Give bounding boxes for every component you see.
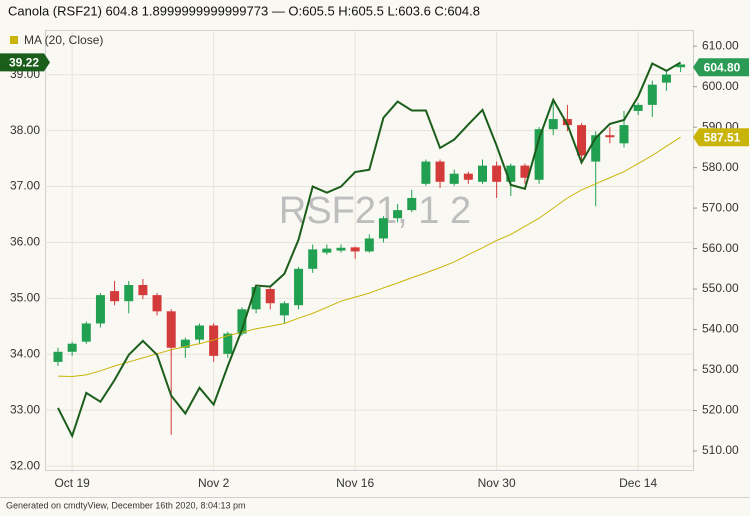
candle-body: [251, 287, 261, 310]
candle-body: [152, 295, 162, 312]
watermark: RSF21, 1 2: [279, 190, 471, 232]
candle-body: [166, 311, 176, 348]
candle-body: [478, 165, 487, 182]
candle-body: [591, 135, 601, 162]
x-tick-label: Nov 2: [198, 476, 230, 490]
candle-body: [619, 125, 629, 144]
candle-body: [294, 268, 304, 306]
candle-body: [53, 351, 63, 362]
candle-body: [279, 303, 289, 316]
footer: Generated on cmdtyView, December 16th 20…: [6, 500, 245, 510]
price-tag: [693, 128, 749, 147]
x-tick-label: Dec 14: [619, 476, 657, 490]
legend-swatch: [10, 36, 18, 44]
candle-body: [548, 119, 558, 130]
price-tag-label: 604.80: [704, 60, 741, 74]
candle-body: [364, 238, 374, 252]
line-series: [57, 136, 681, 377]
candle-body: [407, 197, 417, 211]
y2-tick-label: 570.00: [702, 200, 739, 214]
price-tag-label: 39.22: [9, 56, 39, 70]
y2-tick-label: 530.00: [702, 362, 739, 376]
candle-body: [605, 135, 615, 138]
price-tag-label: 587.51: [704, 130, 741, 144]
candle-body: [81, 323, 91, 342]
candle-body: [520, 165, 530, 178]
candle-body: [209, 325, 219, 356]
y2-tick-label: 520.00: [702, 403, 739, 417]
candle-body: [492, 165, 502, 182]
candle-body: [180, 339, 190, 348]
y-tick-label: 35.00: [10, 291, 40, 305]
candle-body: [633, 104, 643, 111]
candle-body: [577, 125, 587, 156]
candle-body: [124, 285, 134, 302]
candle-body: [676, 64, 686, 68]
candle-body: [435, 161, 445, 182]
y-tick-label: 37.00: [10, 179, 40, 193]
candle-body: [421, 161, 431, 184]
candle-body: [506, 165, 516, 182]
y-tick-label: 33.00: [10, 402, 40, 416]
y-tick-label: 32.00: [10, 458, 40, 472]
y2-tick-label: 580.00: [702, 160, 739, 174]
candle-body: [336, 247, 346, 251]
candle-body: [223, 333, 233, 354]
x-tick-label: Oct 19: [54, 476, 90, 490]
candle-body: [138, 285, 148, 296]
chart-title: Canola (RSF21) 604.8 1.8999999999999773 …: [8, 3, 480, 18]
x-tick-label: Nov 16: [336, 476, 374, 490]
price-tag: [693, 58, 749, 77]
y2-tick-label: 550.00: [702, 281, 739, 295]
candle-body: [95, 295, 105, 324]
candle-body: [350, 247, 360, 252]
y2-tick-label: 510.00: [702, 443, 739, 457]
y-tick-label: 38.00: [10, 123, 40, 137]
y-tick-label: 36.00: [10, 235, 40, 249]
candle-body: [265, 289, 275, 304]
y-tick-label: 34.00: [10, 346, 40, 360]
candle-body: [449, 173, 459, 184]
line-series: [57, 61, 682, 439]
candle-body: [322, 248, 332, 253]
candle-body: [110, 291, 120, 302]
candle-body: [308, 249, 318, 269]
candle-body: [534, 129, 544, 180]
candle-body: [378, 218, 388, 239]
candle-body: [237, 309, 247, 334]
candle-body: [393, 210, 403, 219]
candle-body: [661, 74, 671, 83]
candle-body: [67, 343, 77, 352]
candle-body: [562, 119, 572, 126]
x-tick-label: Nov 30: [478, 476, 516, 490]
y2-tick-label: 560.00: [702, 241, 739, 255]
candle-body: [647, 84, 657, 105]
legend-label: MA (20, Close): [24, 33, 103, 47]
candle-body: [195, 325, 204, 340]
y2-tick-label: 610.00: [702, 38, 739, 52]
candle-body: [463, 173, 473, 180]
price-tag: [0, 53, 50, 72]
y2-tick-label: 600.00: [702, 79, 739, 93]
y2-tick-label: 540.00: [702, 322, 739, 336]
